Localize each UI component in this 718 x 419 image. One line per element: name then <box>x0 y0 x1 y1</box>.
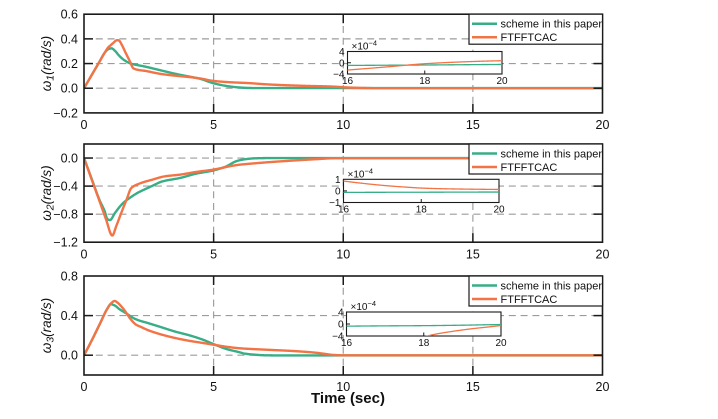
svg-text:10: 10 <box>336 380 350 394</box>
svg-text:20: 20 <box>495 338 507 349</box>
svg-text:FTFFTCAC: FTFFTCAC <box>501 32 558 44</box>
svg-text:Time (sec): Time (sec) <box>311 390 385 407</box>
svg-text:0.0: 0.0 <box>61 349 78 363</box>
svg-text:0: 0 <box>81 247 88 261</box>
svg-text:−1: −1 <box>329 198 341 209</box>
svg-text:15: 15 <box>466 380 480 394</box>
svg-text:0.6: 0.6 <box>61 8 78 22</box>
svg-text:4: 4 <box>339 47 345 58</box>
svg-text:0: 0 <box>338 320 344 331</box>
svg-text:0: 0 <box>339 58 345 69</box>
svg-text:20: 20 <box>596 247 610 261</box>
svg-text:0: 0 <box>81 118 88 132</box>
svg-text:15: 15 <box>466 247 480 261</box>
svg-text:−4: −4 <box>332 332 344 343</box>
svg-text:20: 20 <box>596 118 610 132</box>
svg-text:0.4: 0.4 <box>61 309 78 323</box>
svg-text:5: 5 <box>210 247 217 261</box>
svg-text:scheme in this paper: scheme in this paper <box>501 19 603 31</box>
svg-text:5: 5 <box>210 380 217 394</box>
svg-text:10: 10 <box>336 247 350 261</box>
svg-text:−1.2: −1.2 <box>53 236 78 250</box>
svg-text:scheme in this paper: scheme in this paper <box>501 281 603 293</box>
svg-text:0.8: 0.8 <box>61 269 78 283</box>
svg-text:20: 20 <box>596 380 610 394</box>
svg-text:0: 0 <box>81 380 88 394</box>
svg-text:ω3(rad/s): ω3(rad/s) <box>39 298 57 353</box>
svg-text:ω2(rad/s): ω2(rad/s) <box>39 165 57 220</box>
svg-text:20: 20 <box>493 205 505 216</box>
svg-text:18: 18 <box>418 338 430 349</box>
svg-text:20: 20 <box>496 76 508 87</box>
svg-text:0.0: 0.0 <box>61 82 78 96</box>
svg-text:0: 0 <box>335 187 341 198</box>
svg-text:FTFFTCAC: FTFFTCAC <box>501 294 558 306</box>
svg-text:scheme in this paper: scheme in this paper <box>501 149 603 161</box>
svg-text:1: 1 <box>335 175 341 186</box>
svg-text:16: 16 <box>338 205 350 216</box>
svg-text:−0.4: −0.4 <box>53 179 78 193</box>
svg-text:16: 16 <box>342 76 354 87</box>
svg-text:18: 18 <box>419 76 431 87</box>
svg-text:5: 5 <box>210 118 217 132</box>
svg-text:−4: −4 <box>333 70 345 81</box>
svg-text:0.2: 0.2 <box>61 57 78 71</box>
svg-text:18: 18 <box>416 205 428 216</box>
svg-text:16: 16 <box>341 338 353 349</box>
svg-text:15: 15 <box>466 118 480 132</box>
svg-text:−0.8: −0.8 <box>53 208 78 222</box>
svg-text:10: 10 <box>336 118 350 132</box>
svg-text:0.0: 0.0 <box>61 151 78 165</box>
svg-text:ω1(rad/s): ω1(rad/s) <box>39 36 57 91</box>
svg-text:−0.2: −0.2 <box>53 106 78 120</box>
svg-text:4: 4 <box>338 308 344 319</box>
svg-text:0.4: 0.4 <box>61 32 78 46</box>
svg-text:FTFFTCAC: FTFFTCAC <box>501 162 558 174</box>
